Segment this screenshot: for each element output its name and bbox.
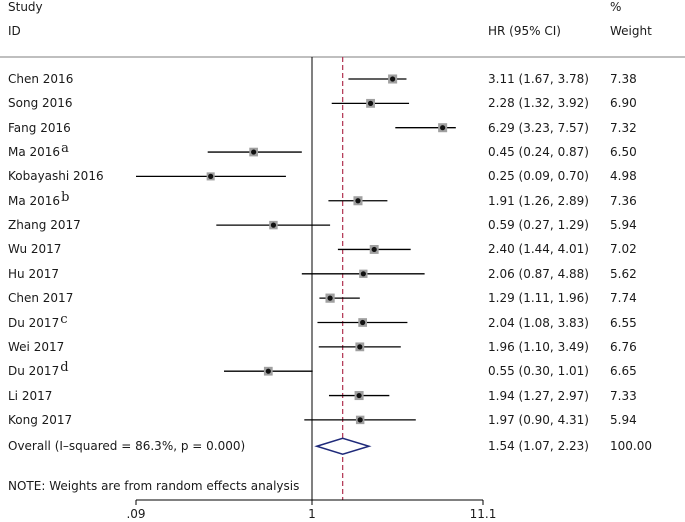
- weight-value: 5.94: [610, 412, 637, 427]
- hr-ci-value: 2.40 (1.44, 4.01): [488, 242, 589, 257]
- study-name: Du 2017: [8, 315, 60, 330]
- study-name: Ma 2016: [8, 193, 61, 208]
- point-estimate: [270, 222, 277, 228]
- study-name: Ma 2016: [8, 145, 61, 160]
- hr-ci-value: 1.97 (0.90, 4.31): [488, 412, 589, 427]
- study-name: Hu 2017: [8, 266, 59, 281]
- point-estimate: [208, 173, 214, 179]
- study-name: Du 2017: [8, 364, 60, 379]
- header-id: ID: [8, 24, 21, 38]
- weight-value: 6.76: [610, 339, 637, 354]
- weight-value: 5.94: [610, 218, 637, 233]
- study-label: Wu 2017: [8, 242, 61, 256]
- weight-value: 6.55: [610, 315, 637, 330]
- point-estimate: [367, 100, 374, 106]
- hr-ci-value: 1.29 (1.11, 1.96): [488, 291, 589, 306]
- hr-ci-value: 0.45 (0.24, 0.87): [488, 145, 589, 160]
- study-superscript: a: [61, 141, 69, 157]
- hr-ci-value: 2.06 (0.87, 4.88): [488, 266, 589, 281]
- overall-diamond: [314, 437, 372, 456]
- study-label: Kobayashi 2016: [8, 169, 104, 183]
- weight-value: 7.33: [610, 388, 637, 403]
- point-estimate: [357, 344, 363, 350]
- point-estimate: [355, 198, 361, 204]
- study-name: Chen 2016: [8, 72, 74, 86]
- overall-hr-ci-value: 1.54 (1.07, 2.23): [488, 439, 589, 454]
- overall-weight-value: 100.00: [610, 439, 652, 454]
- study-name: Kobayashi 2016: [8, 169, 104, 184]
- hr-ci-value: 2.04 (1.08, 3.83): [488, 315, 589, 330]
- hr-ci-value: 1.96 (1.10, 3.49): [488, 339, 589, 354]
- weight-value: 7.32: [610, 120, 637, 135]
- study-name: Kong 2017: [8, 412, 73, 427]
- hr-ci-value: 1.94 (1.27, 2.97): [488, 388, 589, 403]
- study-label: Kong 2017: [8, 413, 72, 427]
- study-label: Du 2017d: [8, 361, 69, 379]
- point-estimate: [357, 417, 363, 423]
- weight-value: 6.65: [610, 364, 637, 379]
- study-name: Li 2017: [8, 388, 53, 403]
- study-name: Wei 2017: [8, 339, 65, 354]
- weight-value: 7.02: [610, 242, 637, 257]
- point-estimate: [371, 246, 377, 253]
- study-label: Ma 2016b: [8, 190, 69, 209]
- hr-ci-value: 6.29 (3.23, 7.57): [488, 120, 589, 135]
- study-label: Du 2017c: [8, 312, 67, 331]
- hr-ci-value: 0.25 (0.09, 0.70): [488, 169, 589, 184]
- study-label: Fang 2016: [8, 121, 71, 135]
- study-label: Ma 2016a: [8, 142, 69, 160]
- weight-value: 7.36: [610, 193, 637, 208]
- study-label: Zhang 2017: [8, 218, 81, 232]
- overall-label: Overall (I–squared = 86.3%, p = 0.000): [8, 439, 246, 454]
- weight-value: 6.50: [610, 145, 637, 160]
- point-estimate: [356, 392, 362, 399]
- study-label: Wei 2017: [8, 340, 64, 354]
- hr-ci-value: 1.91 (1.26, 2.89): [488, 193, 589, 208]
- point-estimate: [360, 319, 366, 326]
- header-percent: %: [610, 0, 622, 14]
- hr-ci-value: 3.11 (1.67, 3.78): [488, 72, 589, 86]
- study-label: Hu 2017: [8, 267, 59, 281]
- weight-value: 7.74: [610, 291, 637, 306]
- weight-value: 5.62: [610, 266, 637, 281]
- footnote: NOTE: Weights are from random effects an…: [8, 479, 300, 493]
- weight-value: 7.38: [610, 72, 637, 86]
- study-superscript: c: [60, 311, 68, 327]
- hr-ci-value: 0.59 (0.27, 1.29): [488, 218, 589, 233]
- x-tick-label: 1: [308, 507, 316, 521]
- x-tick-label: .09: [126, 507, 146, 521]
- study-name: Fang 2016: [8, 120, 71, 135]
- study-name: Chen 2017: [8, 291, 74, 306]
- weight-value: 4.98: [610, 169, 637, 184]
- study-name: Wu 2017: [8, 242, 62, 257]
- study-label: Li 2017: [8, 389, 52, 403]
- point-estimate: [265, 368, 271, 374]
- study-superscript: d: [60, 360, 69, 376]
- study-superscript: b: [61, 189, 70, 205]
- study-name: Song 2016: [8, 96, 73, 111]
- header-study: Study: [8, 0, 43, 14]
- study-label: Chen 2016: [8, 72, 73, 86]
- weight-value: 6.90: [610, 96, 637, 111]
- point-estimate: [327, 295, 333, 301]
- hr-ci-value: 2.28 (1.32, 3.92): [488, 96, 589, 111]
- header-hr: HR (95% CI): [488, 24, 561, 38]
- point-estimate: [440, 125, 446, 131]
- study-label: Chen 2017: [8, 291, 73, 305]
- study-name: Zhang 2017: [8, 218, 81, 233]
- study-label: Song 2016: [8, 96, 73, 110]
- point-estimate: [251, 149, 257, 155]
- hr-ci-value: 0.55 (0.30, 1.01): [488, 364, 589, 379]
- point-estimate: [360, 271, 366, 277]
- point-estimate: [390, 76, 396, 82]
- x-tick-label: 11.1: [469, 507, 497, 521]
- header-weight: Weight: [610, 24, 652, 38]
